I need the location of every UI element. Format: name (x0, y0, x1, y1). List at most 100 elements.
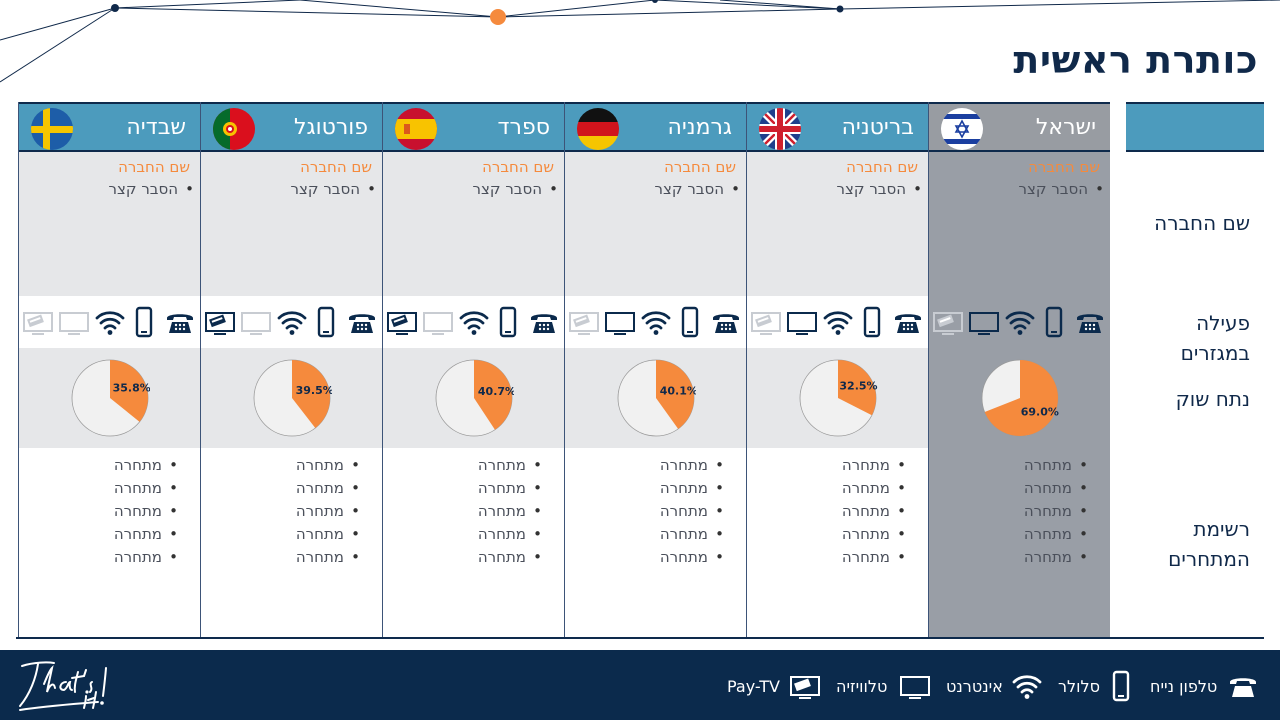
competitor-item: מתחרה (1024, 479, 1088, 497)
country-name: פורטוגל (294, 115, 368, 140)
pie-label: 69.0% (1020, 406, 1058, 419)
flag-portugal-icon (213, 108, 255, 150)
market-share-pie: 32.5% (799, 359, 877, 437)
paytv-icon (386, 306, 418, 338)
landline-icon (164, 306, 196, 338)
country-header: ספרד (383, 102, 564, 152)
country-name: גרמניה (667, 115, 732, 140)
competitor-item: מתחרה (660, 548, 724, 566)
paytv-icon (750, 306, 782, 338)
competitor-item: מתחרה (1024, 525, 1088, 543)
country-header: שבדיה (19, 102, 200, 152)
page-title: כותרת ראשית (1013, 38, 1258, 82)
market-share-pie: 69.0% (981, 359, 1058, 437)
wifi-icon (276, 306, 308, 338)
company-name: שם החברה (482, 158, 554, 176)
row-label-competitors-line2: המתחרים (1168, 547, 1250, 571)
company-description: הסבר קצר (655, 180, 741, 198)
paytv-icon (568, 306, 600, 338)
market-share-cell: 40.1% (565, 348, 746, 448)
country-header: פורטוגל (201, 102, 382, 152)
device-icons-cell (383, 296, 564, 348)
company-cell: שם החברה הסבר קצר (383, 152, 564, 296)
competitors-cell: מתחרה מתחרה מתחרה מתחרה מתחרה (929, 448, 1110, 639)
market-share-cell: 39.5% (201, 348, 382, 448)
paytv-icon (790, 676, 820, 699)
country-column-uk: בריטניה שם החברה הסבר קצר 32.5% מתחרהמתח… (746, 102, 928, 639)
competitor-item: מתחרה (1024, 456, 1088, 474)
wifi-icon (640, 306, 672, 338)
legend-label: אינטרנט (946, 677, 1003, 696)
wifi-icon (1004, 306, 1036, 338)
comparison-table: שם החברה פעילה במגזרים נתח שוק רשימת המת… (16, 102, 1264, 639)
row-label-market-share: נתח שוק (1175, 387, 1250, 411)
row-label-competitors: רשימת המתחרים (1168, 514, 1250, 574)
pie-slice-share (291, 360, 330, 429)
competitor-item: מתחרה (114, 525, 178, 543)
country-column-israel: ישראל שם החברה הסבר קצר 69.0% מתחרה מתחרה… (928, 102, 1110, 639)
market-share-cell: 32.5% (747, 348, 928, 448)
company-cell: שם החברה הסבר קצר (19, 152, 200, 296)
landline-icon (1074, 306, 1106, 338)
flag-sweden-icon (31, 108, 73, 150)
company-cell: שם החברה הסבר קצר (929, 152, 1110, 296)
pie-slice-share (984, 360, 1058, 436)
device-icons-cell (19, 296, 200, 348)
landline-icon (528, 306, 560, 338)
footer-legend-bar: טלפון נייח סלולר אינטרנט טלוויזיה Pay-TV (0, 650, 1280, 720)
competitor-item: מתחרה (296, 502, 360, 520)
country-name: שבדיה (126, 115, 186, 140)
company-description: הסבר קצר (837, 180, 923, 198)
legend-label: טלוויזיה (836, 677, 888, 696)
competitor-item: מתחרה (478, 502, 542, 520)
company-name: שם החברה (300, 158, 372, 176)
legend-label: טלפון נייח (1150, 677, 1218, 696)
device-icons-cell (747, 296, 928, 348)
company-cell: שם החברה הסבר קצר (565, 152, 746, 296)
pie-slice-share (837, 360, 876, 416)
landline-icon (710, 306, 742, 338)
tv-icon (58, 306, 90, 338)
competitors-cell: מתחרה מתחרה מתחרה מתחרה מתחרה (747, 448, 928, 639)
pie-slice-share (109, 360, 148, 422)
mobile-icon (1112, 670, 1130, 702)
company-description: הסבר קצר (1019, 180, 1105, 198)
market-share-cell: 35.8% (19, 348, 200, 448)
mobile-icon (128, 306, 160, 338)
competitors-cell: מתחרה מתחרה מתחרה מתחרה מתחרה (19, 448, 200, 639)
competitor-item: מתחרה (842, 548, 906, 566)
competitor-item: מתחרה (660, 502, 724, 520)
wifi-icon (94, 306, 126, 338)
company-name: שם החברה (664, 158, 736, 176)
competitor-item: מתחרה (296, 548, 360, 566)
competitor-item: מתחרה (296, 525, 360, 543)
competitor-item: מתחרה (114, 502, 178, 520)
competitor-item: מתחרה (114, 548, 178, 566)
competitor-item: מתחרה (296, 456, 360, 474)
flag-spain-icon (395, 108, 437, 150)
wifi-icon (1012, 675, 1042, 699)
market-share-cell: 40.7% (383, 348, 564, 448)
competitor-item: מתחרה (114, 479, 178, 497)
landline-icon (346, 306, 378, 338)
tv-icon (900, 676, 930, 699)
landline-icon (892, 306, 924, 338)
company-cell: שם החברה הסבר קצר (201, 152, 382, 296)
competitor-item: מתחרה (478, 456, 542, 474)
competitor-item: מתחרה (842, 525, 906, 543)
tv-icon (968, 306, 1000, 338)
competitor-item: מתחרה (842, 502, 906, 520)
mobile-icon (1038, 306, 1070, 338)
wifi-icon (458, 306, 490, 338)
tv-icon (786, 306, 818, 338)
mobile-icon (674, 306, 706, 338)
mobile-icon (856, 306, 888, 338)
competitor-item: מתחרה (660, 525, 724, 543)
country-header: ישראל (929, 102, 1110, 152)
market-share-pie: 40.7% (435, 359, 514, 437)
row-labels-header (1126, 102, 1264, 152)
competitor-item: מתחרה (660, 456, 724, 474)
competitors-cell: מתחרה מתחרה מתחרה מתחרה מתחרה (383, 448, 564, 639)
pie-label: 40.7% (477, 385, 513, 398)
country-column-spain: ספרד שם החברה הסבר קצר 40.7% מתחרהמתחרהמ… (382, 102, 564, 639)
